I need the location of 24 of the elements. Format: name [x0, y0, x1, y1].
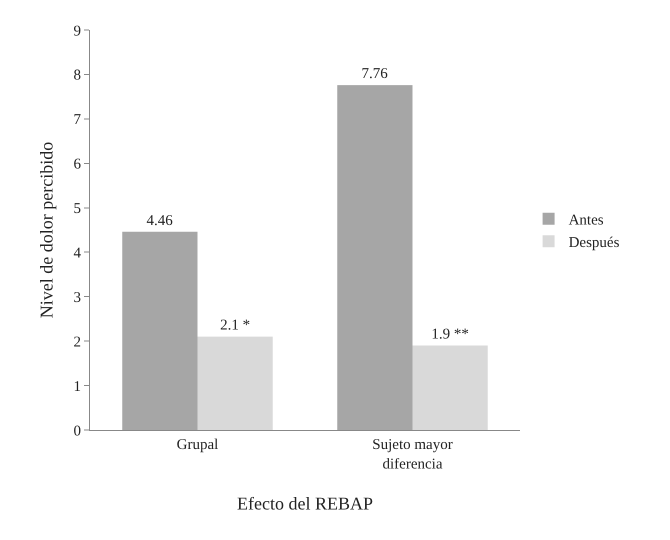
y-axis-title: Nivel de dolor percibido — [36, 142, 57, 318]
x-tick-label: Grupal — [176, 437, 218, 453]
y-tick-label: 0 — [74, 423, 81, 440]
x-axis-title: Efecto del REBAP — [237, 494, 373, 514]
data-label: 7.76 — [362, 66, 388, 82]
y-tick-label: 5 — [74, 201, 81, 218]
bar — [412, 346, 488, 430]
y-tick-label: 4 — [74, 245, 82, 262]
data-label: 4.46 — [146, 212, 174, 229]
y-tick-label: 6 — [74, 156, 82, 173]
legend-label: Antes — [568, 212, 604, 229]
y-tick-label: 8 — [74, 68, 81, 84]
bar — [198, 336, 273, 430]
y-tick-label: 7 — [74, 112, 82, 128]
y-tick-label: 1 — [74, 378, 81, 395]
data-label: 2.1 * — [220, 318, 250, 334]
bar — [122, 232, 198, 430]
bar — [337, 85, 412, 430]
y-tick-label: 3 — [74, 290, 81, 306]
y-tick-label: 9 — [74, 23, 81, 40]
x-tick-label: Sujeto mayor diferencia — [372, 437, 453, 472]
legend-label: Después — [568, 235, 620, 252]
data-label: 1.9 ** — [431, 326, 469, 343]
y-tick-label: 2 — [74, 334, 81, 350]
